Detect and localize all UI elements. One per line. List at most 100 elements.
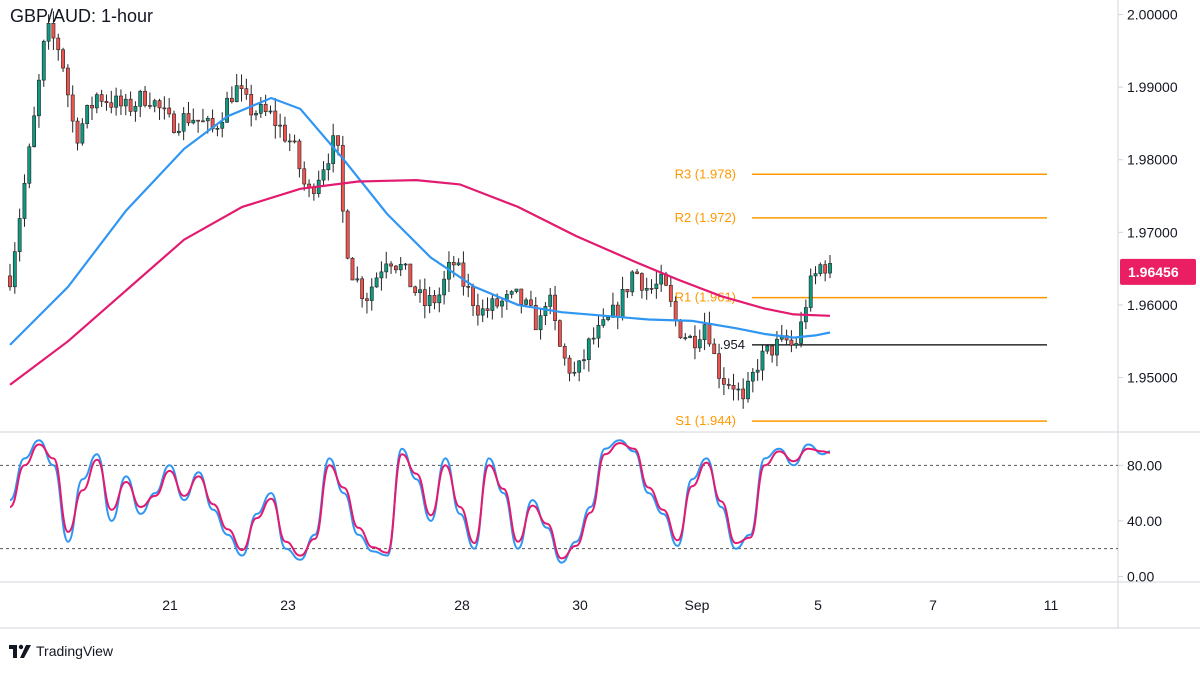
candle-bullish — [205, 118, 210, 122]
candle-bearish — [721, 378, 726, 385]
candle-bearish — [770, 345, 775, 356]
candle-bullish — [278, 124, 283, 127]
candle-bullish — [813, 273, 818, 277]
stochastic-d-line — [9, 442, 831, 560]
candle-bullish — [543, 306, 548, 316]
candle-bearish — [340, 145, 345, 212]
candle-bearish — [51, 22, 56, 39]
candle-bearish — [350, 257, 355, 281]
candle-bullish — [572, 371, 577, 374]
candle-bullish — [181, 113, 186, 132]
candle-bullish — [37, 79, 41, 117]
candle-bearish — [649, 287, 654, 290]
candle-bullish — [32, 115, 37, 148]
tradingview-brand[interactable]: TradingView — [8, 640, 113, 662]
candle-bullish — [524, 299, 529, 305]
tradingview-logo-icon — [9, 644, 31, 658]
candle-bearish — [485, 308, 490, 311]
candle-bullish — [654, 283, 659, 290]
candle-bearish — [292, 140, 297, 143]
candle-bullish — [258, 103, 263, 114]
candle-bullish — [427, 295, 432, 307]
osc-tick-label: 80.00 — [1127, 457, 1162, 473]
candle-bullish — [799, 321, 803, 344]
candle-bullish — [586, 338, 591, 360]
candle-bullish — [398, 263, 403, 271]
candle-bullish — [41, 40, 46, 81]
candle-bearish — [413, 286, 418, 294]
candle-bullish — [697, 339, 702, 349]
candle-bearish — [678, 319, 683, 339]
candle-bullish — [326, 163, 331, 171]
candle-bullish — [22, 182, 27, 219]
candle-bullish — [683, 337, 688, 339]
candle-bearish — [495, 298, 500, 307]
candle-bearish — [625, 289, 630, 293]
candle-bullish — [369, 286, 374, 301]
candle-bearish — [717, 353, 721, 379]
candle-bullish — [374, 277, 379, 288]
price-tick-label: 2.00000 — [1127, 7, 1178, 23]
candle-bearish — [283, 124, 287, 142]
candle-bullish — [582, 359, 586, 362]
candle-bearish — [239, 85, 244, 89]
candle-bullish — [268, 110, 273, 113]
candle-bearish — [789, 339, 794, 346]
time-axis-label: 7 — [929, 597, 937, 613]
pivot-level-label: R3 (1.978) — [675, 166, 736, 181]
time-axis-label: 11 — [1044, 597, 1059, 613]
candle-bullish — [500, 300, 504, 307]
candle-bearish — [75, 120, 80, 144]
candle-bullish — [596, 325, 601, 339]
time-axis-label: 21 — [162, 597, 178, 613]
candle-bearish — [422, 289, 427, 307]
candle-bearish — [393, 265, 398, 271]
candle-bearish — [639, 273, 644, 291]
candle-bullish — [225, 97, 229, 123]
candle-bullish — [538, 315, 543, 331]
candle-bullish — [379, 271, 384, 279]
candle-bullish — [808, 275, 813, 308]
candle-bearish — [726, 384, 731, 386]
candle-bullish — [577, 360, 582, 373]
candle-bearish — [263, 103, 268, 112]
candle-bearish — [345, 210, 350, 259]
price-tick-label: 1.97000 — [1127, 224, 1178, 240]
time-axis-label: 28 — [454, 597, 470, 613]
time-axis-label: 5 — [814, 597, 822, 613]
candle-bullish — [27, 146, 32, 184]
candle-bullish — [702, 324, 707, 340]
candle-bearish — [104, 101, 109, 104]
osc-tick-label: 0.00 — [1127, 568, 1154, 584]
candle-bullish — [94, 94, 99, 109]
candle-bullish — [114, 95, 119, 108]
pivot-level-label: R2 (1.972) — [675, 210, 736, 225]
candle-bullish — [85, 104, 90, 124]
candle-bullish — [403, 263, 408, 266]
candle-bearish — [360, 278, 365, 300]
price-tick-label: 1.99000 — [1127, 79, 1178, 95]
candle-bullish — [254, 113, 258, 116]
candle-bullish — [17, 218, 22, 252]
price-tick-label: 1.96000 — [1127, 297, 1178, 313]
candle-bullish — [630, 271, 635, 293]
candle-bullish — [456, 262, 461, 266]
candle-bearish — [461, 262, 466, 287]
candle-bearish — [56, 37, 61, 51]
pivot-level-label: S1 (1.944) — [675, 413, 736, 428]
candle-bearish — [451, 261, 456, 266]
candle-bearish — [365, 298, 369, 301]
candle-bearish — [562, 346, 567, 359]
candle-bullish — [601, 319, 606, 326]
stochastic-k-line — [9, 439, 831, 564]
candle-bearish — [143, 90, 147, 106]
candle-bullish — [490, 298, 495, 311]
candle-bearish — [297, 140, 302, 170]
candle-bearish — [635, 271, 639, 274]
candle-bearish — [567, 357, 572, 374]
candle-bearish — [157, 100, 162, 109]
candle-bearish — [673, 301, 678, 321]
candle-bearish — [99, 94, 104, 102]
candle-bullish — [818, 264, 823, 274]
candle-bullish — [384, 263, 389, 273]
